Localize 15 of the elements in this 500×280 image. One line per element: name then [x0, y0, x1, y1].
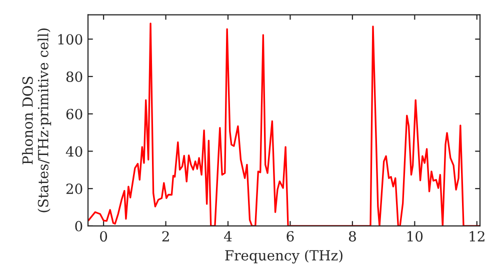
y-axis-title: Phonon DOS (States/THz·primitive cell) [22, 28, 52, 212]
x-tick-label: 10 [408, 231, 423, 242]
y-tick-label: 0 [75, 220, 82, 232]
y-tick-label: 60 [66, 108, 82, 120]
y-tick-label: 100 [58, 34, 82, 45]
y-tick-label: 20 [66, 184, 82, 194]
x-tick-label: 4 [224, 231, 232, 242]
x-tick-label: 8 [348, 231, 356, 242]
x-tick-label: 6 [286, 231, 294, 242]
x-axis-title: Frequency (THz) [225, 250, 342, 264]
x-tick-label: 0 [100, 231, 108, 242]
y-tick-label: 40 [66, 146, 82, 157]
x-tick-label: 2 [162, 231, 169, 242]
x-tick-label: 12 [470, 231, 484, 242]
y-tick-label: 80 [66, 71, 82, 82]
